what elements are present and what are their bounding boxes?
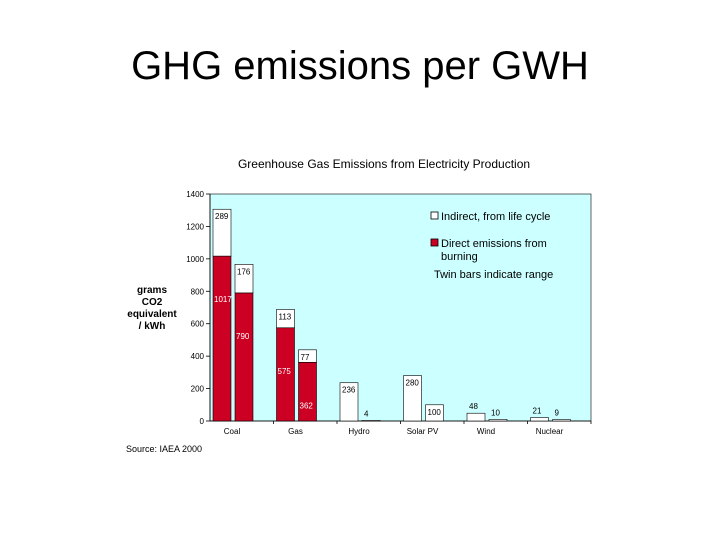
data-label-direct: 1017: [214, 295, 232, 304]
y-axis: 0 200 400 600 800 1000 1200 1400: [186, 190, 211, 426]
plot-area: [209, 193, 592, 422]
y-axis-label-line2: CO2: [142, 297, 163, 308]
data-label-direct: 575: [278, 367, 292, 376]
data-label-indirect: 21: [533, 407, 542, 416]
bars: 289 1017 176 790 113 575 77 362 236 4 280 100 48 10 21…: [212, 208, 571, 422]
x-tick-label: Gas: [288, 427, 303, 436]
data-label-indirect: 77: [301, 353, 310, 362]
data-label-indirect: 280: [406, 379, 420, 388]
data-label-direct: 790: [236, 332, 250, 341]
y-tick-label: 200: [191, 385, 205, 394]
y-tick-label: 0: [200, 417, 205, 426]
y-axis-label-line4: / kWh: [139, 321, 166, 332]
x-tick-label: Coal: [224, 427, 241, 436]
data-label-indirect: 9: [555, 409, 560, 418]
y-axis-label-line3: equivalent: [127, 309, 177, 320]
x-tick-label: Hydro: [348, 427, 370, 436]
data-label-indirect: 176: [237, 267, 251, 276]
bar-indirect: [298, 349, 317, 363]
legend-swatch-direct: [430, 238, 439, 247]
data-label-indirect: 48: [469, 402, 478, 411]
bar-indirect: [276, 309, 295, 329]
data-label-indirect: 10: [491, 408, 500, 417]
y-tick-label: 1000: [186, 255, 204, 264]
legend-direct-label-line2: burning: [441, 251, 478, 263]
bar-indirect: [466, 412, 486, 422]
legend-swatch-indirect: [430, 211, 439, 220]
bar-indirect: [425, 404, 444, 422]
bar-indirect: [552, 419, 571, 422]
y-tick-label: 600: [191, 320, 205, 329]
data-label-indirect: 113: [279, 312, 292, 321]
data-label-indirect: 4: [364, 409, 369, 418]
y-axis-label-line1: grams: [137, 285, 167, 296]
bar-indirect: [212, 208, 232, 257]
legend-indirect-label: Indirect, from life cycle: [441, 211, 550, 223]
y-tick-label: 1400: [186, 190, 204, 199]
legend-direct-label-line1: Direct emissions from: [441, 238, 547, 250]
x-tick-label: Wind: [477, 427, 495, 436]
chart-title: Greenhouse Gas Emissions from Electricit…: [238, 157, 530, 171]
bar-direct: [234, 292, 254, 422]
data-label-indirect: 289: [215, 212, 229, 221]
x-tick-label: Nuclear: [536, 427, 564, 436]
x-tick-label: Solar PV: [407, 427, 439, 436]
data-label-indirect: 100: [428, 408, 442, 417]
source-note: Source: IAEA 2000: [126, 444, 202, 454]
x-axis: Coal Gas Hydro Solar PV Wind Nuclear: [210, 420, 592, 436]
y-tick-label: 1200: [186, 222, 204, 231]
bar-indirect: [234, 264, 254, 294]
y-tick-label: 800: [191, 287, 205, 296]
bar-indirect: [403, 375, 422, 422]
bar-indirect: [361, 420, 381, 422]
bar-direct: [298, 362, 317, 422]
y-tick-label: 400: [191, 352, 205, 361]
legend-note: Twin bars indicate range: [434, 269, 553, 281]
data-label-direct: 362: [300, 401, 314, 410]
bar-direct: [212, 255, 232, 422]
legend: Indirect, from life cycle Direct emissio…: [430, 211, 553, 281]
slide-title: GHG emissions per GWH: [131, 44, 589, 88]
bar-indirect: [339, 382, 359, 422]
data-label-indirect: 236: [342, 386, 356, 395]
bar-indirect: [488, 419, 508, 422]
bar-indirect: [530, 417, 549, 422]
